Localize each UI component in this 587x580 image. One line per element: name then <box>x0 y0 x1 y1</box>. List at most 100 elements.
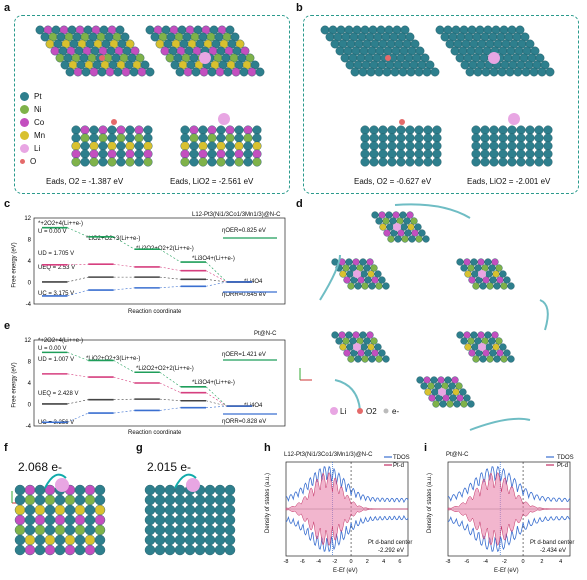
panel-c-label: c <box>4 198 11 210</box>
energy-connector <box>67 373 89 378</box>
energy-connector <box>159 266 181 271</box>
energy-connector <box>205 281 227 287</box>
tdos-down-curve <box>285 514 409 553</box>
panel-c-title: L12-Pt3(Ni1/3Co1/3Mn1/3)@N-C <box>192 212 281 218</box>
y-tick-label: -4 <box>26 302 32 308</box>
x-tick-label: 2 <box>540 559 543 565</box>
panel-e-label: e <box>4 320 11 332</box>
plot-frame <box>33 217 286 305</box>
x-tick-label: 0 <box>522 559 525 565</box>
panel-c-step3: *Li2O2+O2+2(Li++e-) <box>136 246 194 252</box>
panel-c-ueq: UEQ = 2.53 V <box>38 265 76 271</box>
panel-c-step2: *LiO2+O2+3(Li++e-) <box>86 236 141 242</box>
energy-connector <box>67 289 89 297</box>
panel-c-ud: UD = 1.705 V <box>38 251 75 257</box>
energy-connector <box>113 376 135 384</box>
pt-d-fill <box>447 472 570 546</box>
legend-swatch <box>20 92 29 101</box>
energy-connector <box>205 400 227 407</box>
panel-i-center-label: Pt d-band center <box>530 540 575 546</box>
panel-e-orr: ηORR=0.828 eV <box>222 419 267 425</box>
x-tick-label: -4 <box>316 559 321 565</box>
energy-connector <box>113 263 135 268</box>
y-tick-label: 0 <box>28 281 32 287</box>
energy-connector <box>205 405 227 409</box>
energy-connector <box>205 392 227 407</box>
x-tick-label: 2 <box>366 559 369 565</box>
panel-a-frame <box>14 15 290 194</box>
energy-connector <box>67 276 89 283</box>
panel-h-chart: -8 -6 -4 -2 0 2 4 6 <box>284 456 409 565</box>
y-tick-label: -4 <box>26 424 32 430</box>
legend-item-pt: Pt <box>20 90 70 103</box>
panel-i-legend-ptd: Pt-d <box>557 463 569 469</box>
x-tick-label: -6 <box>300 559 305 565</box>
energy-connector <box>67 399 89 405</box>
energy-connector <box>113 398 135 400</box>
panel-b-eads-o2: Eads, O2 = -0.627 eV <box>354 177 432 186</box>
energy-connector <box>159 372 181 388</box>
x-tick-label: -2 <box>332 559 337 565</box>
x-tick-label: 0 <box>350 559 353 565</box>
panel-i-ylabel: Density of states (a.u.) <box>427 472 434 534</box>
tdos-up-curve <box>447 465 571 503</box>
x-tick-label: 4 <box>382 559 385 565</box>
legend-swatch <box>20 118 29 127</box>
panel-b-label: b <box>296 2 303 14</box>
y-tick-label: 4 <box>28 259 32 265</box>
panel-c-xlabel: Reaction coordinate <box>128 309 182 315</box>
legend-swatch <box>20 144 29 153</box>
legend-label: Li <box>34 144 41 153</box>
panel-e-step2: *LiO2+O2+3(Li++e-) <box>86 356 141 362</box>
panel-i-label: i <box>424 442 428 454</box>
x-tick-label: 4 <box>559 559 562 565</box>
panel-g-label: g <box>136 442 143 454</box>
legend-swatch <box>20 105 29 114</box>
panel-h-center-value: -2.292 eV <box>378 548 405 554</box>
energy-connector <box>159 285 181 289</box>
energy-connector <box>159 407 181 411</box>
energy-connector <box>159 398 181 402</box>
x-tick-label: -8 <box>446 559 451 565</box>
energy-connector <box>205 270 227 283</box>
panel-h-xlabel: E-Ef (eV) <box>333 568 358 574</box>
pt-d-fill <box>285 471 408 547</box>
legend-swatch <box>20 159 25 164</box>
panel-e-step1: *+2O2+4(Li++e-) <box>38 338 84 344</box>
panel-e-step5: *Li4O4 <box>244 403 263 409</box>
panel-i-title: Pt@N-C <box>446 452 469 458</box>
legend-label: Pt <box>34 92 42 101</box>
panel-c-step4: *Li3O4+(Li++e-) <box>192 256 235 262</box>
panel-e-title: Pt@N-C <box>254 331 277 337</box>
legend-label: Ni <box>34 105 42 114</box>
panel-d-legend-o2: O2 <box>366 407 377 416</box>
x-tick-label: 6 <box>398 559 401 565</box>
panel-e-step4: *Li3O4+(Li++e-) <box>192 380 235 386</box>
y-tick-label: 0 <box>28 403 32 409</box>
legend-label: O <box>30 157 37 166</box>
panel-d-label: d <box>296 198 303 210</box>
y-tick-label: 12 <box>24 216 31 222</box>
panel-h-legend-tdos: TDOS <box>393 455 410 461</box>
energy-connector <box>67 227 89 238</box>
legend-label: Mn <box>34 131 46 140</box>
panel-e-ueq: UEQ = 2.428 V <box>38 391 79 397</box>
panel-a-eads-lio2: Eads, LiO2 = -2.561 eV <box>170 177 254 186</box>
panel-g-charge: 2.015 e- <box>147 460 192 474</box>
tdos-up-curve <box>285 465 409 504</box>
energy-connector <box>205 261 228 283</box>
energy-connector <box>205 278 227 283</box>
panel-h-center-label: Pt d-band center <box>368 540 413 546</box>
energy-connector <box>113 236 135 250</box>
energy-connector <box>159 248 181 263</box>
energy-connector <box>205 386 228 407</box>
x-tick-label: -8 <box>284 559 289 565</box>
x-tick-label: -2 <box>502 559 507 565</box>
legend-item-mn: Mn <box>20 129 70 142</box>
panel-i-center-value: -2.434 eV <box>540 548 567 554</box>
panel-i-xlabel: E-Ef (eV) <box>494 568 519 574</box>
energy-connector <box>67 352 89 361</box>
element-legend: Pt Ni Co Mn Li O <box>20 90 70 168</box>
energy-connector <box>113 360 135 373</box>
panel-a-label: a <box>4 2 11 14</box>
